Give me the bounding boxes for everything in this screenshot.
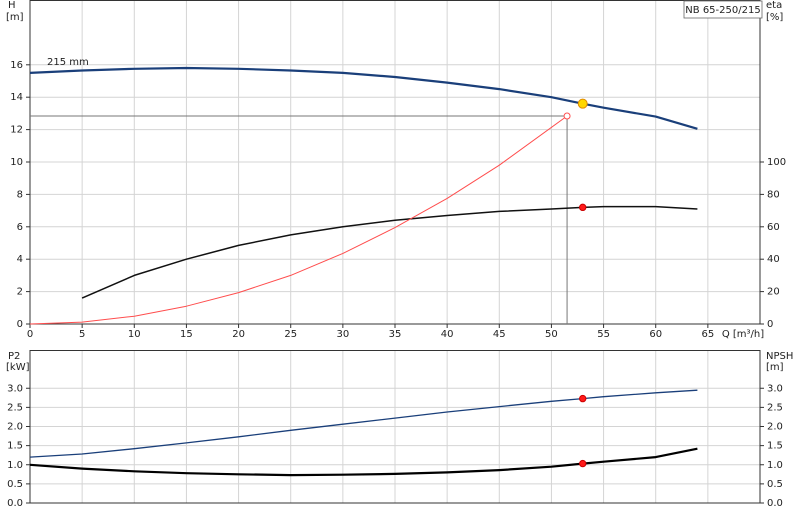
x-tick-label: 5 <box>79 329 85 340</box>
curve <box>29 66 698 130</box>
y2-tick-label: 0.5 <box>767 479 783 490</box>
label-box <box>683 0 763 19</box>
y-tick-label: 2 <box>17 287 23 298</box>
y-tick-label: 0.5 <box>7 479 23 490</box>
y-axis-unit: [kW] <box>6 362 30 373</box>
y2-tick-label: 1.5 <box>767 441 783 452</box>
x-tick-label: 25 <box>284 329 297 340</box>
y2-axis-label: eta <box>766 0 782 11</box>
x-tick-label: 60 <box>649 329 662 340</box>
x-tick-label: 45 <box>493 329 506 340</box>
y2-tick-label: 0 <box>767 319 773 330</box>
curve-annotation: 215 mm <box>47 57 89 68</box>
y-tick-label: 2.5 <box>7 402 23 413</box>
curve <box>29 115 568 325</box>
x-tick-label: 50 <box>545 329 558 340</box>
reference-point <box>563 112 571 120</box>
y-axis-unit: [m] <box>6 12 24 23</box>
y2-tick-label: 0.0 <box>767 498 783 509</box>
y2-tick-label: 60 <box>767 222 780 233</box>
y-tick-label: 1.5 <box>7 441 23 452</box>
y2-tick-label: 20 <box>767 287 780 298</box>
y-tick-label: 0 <box>17 319 23 330</box>
y-tick-label: 4 <box>17 254 23 265</box>
x-axis-label: Q [m³/h] <box>722 329 764 340</box>
y-axis-label: H <box>8 0 16 11</box>
y-tick-label: 12 <box>10 125 23 136</box>
y-tick-label: 16 <box>10 60 23 71</box>
y2-tick-label: 3.0 <box>767 383 783 394</box>
y-tick-label: 0.0 <box>7 498 23 509</box>
x-tick-label: 35 <box>389 329 402 340</box>
y-tick-label: 6 <box>17 222 23 233</box>
y-tick-label: 8 <box>17 189 23 200</box>
y2-tick-label: 2.0 <box>767 422 783 433</box>
x-tick-label: 30 <box>336 329 349 340</box>
y2-tick-label: 100 <box>767 157 786 168</box>
curve <box>29 389 698 458</box>
x-tick-label: 40 <box>441 329 454 340</box>
plot-frame <box>29 0 761 325</box>
duty-point <box>579 394 587 403</box>
x-tick-label: 20 <box>232 329 245 340</box>
duty-point <box>579 203 587 212</box>
duty-point <box>577 98 588 109</box>
y2-tick-label: 2.5 <box>767 402 783 413</box>
duty-point <box>579 459 587 468</box>
x-tick-label: 0 <box>27 329 33 340</box>
x-tick-label: 65 <box>701 329 714 340</box>
y2-axis-unit: [m] <box>766 362 784 373</box>
y2-tick-label: 80 <box>767 189 780 200</box>
y-tick-label: 10 <box>10 157 23 168</box>
y2-axis-unit: [%] <box>766 12 783 23</box>
y2-tick-label: 1.0 <box>767 460 783 471</box>
y2-axis-label: NPSH <box>766 351 793 362</box>
x-tick-label: 15 <box>180 329 193 340</box>
y-tick-label: 3.0 <box>7 383 23 394</box>
y-tick-label: 1.0 <box>7 460 23 471</box>
y-tick-label: 2.0 <box>7 422 23 433</box>
x-tick-label: 10 <box>128 329 141 340</box>
y2-tick-label: 40 <box>767 254 780 265</box>
curve <box>81 205 698 299</box>
y-axis-label: P2 <box>8 351 20 362</box>
y-tick-label: 14 <box>10 92 23 103</box>
plot-frame <box>29 350 761 504</box>
pump-label: NB 65-250/215 <box>685 5 760 16</box>
curve <box>29 447 698 477</box>
x-tick-label: 55 <box>597 329 610 340</box>
